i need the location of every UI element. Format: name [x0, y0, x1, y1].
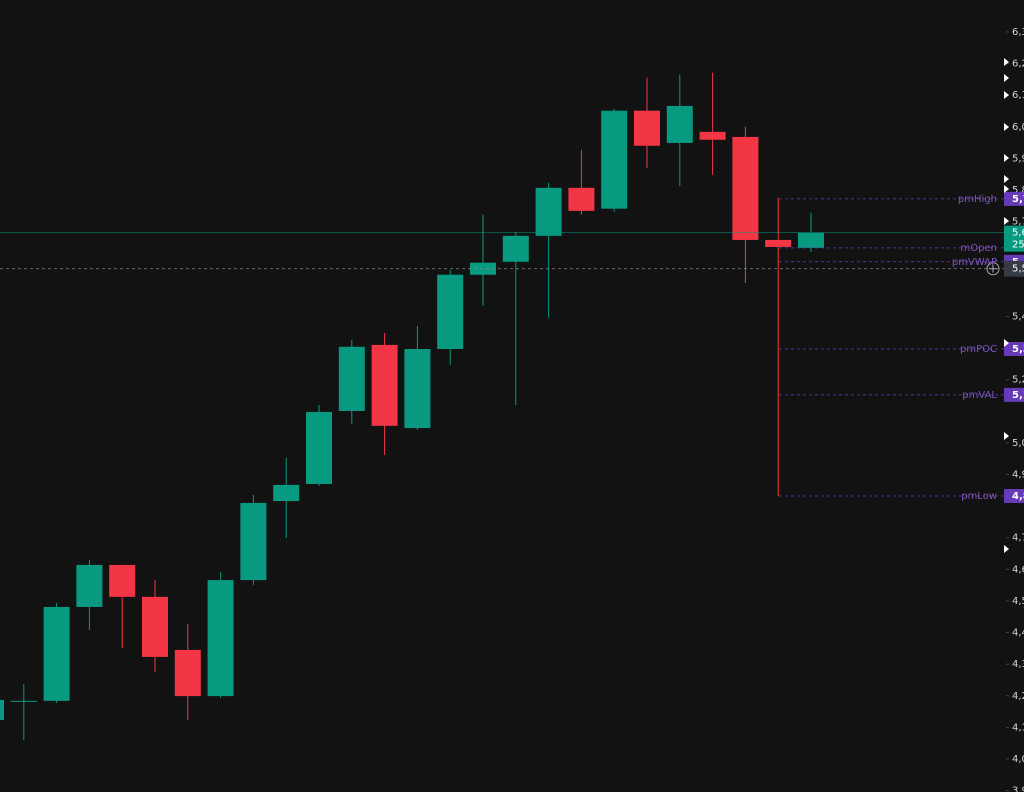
- level-label: 5,3: [1012, 344, 1024, 355]
- level-label: 5,1: [1012, 390, 1024, 401]
- crosshair-label: 5,5: [1012, 264, 1024, 275]
- y-tick-label: 4,4: [1012, 628, 1024, 639]
- candle-body: [568, 187, 595, 211]
- level-name: pmHigh: [958, 194, 997, 205]
- alert-marker: [1004, 91, 1009, 99]
- candle-body: [43, 606, 70, 701]
- alert-marker: [1004, 339, 1009, 347]
- alert-marker: [1004, 217, 1009, 225]
- alert-marker: [1004, 74, 1009, 82]
- y-tick-label: 4,2: [1012, 691, 1024, 702]
- level-name: mOpen: [961, 243, 997, 254]
- candle-body: [437, 274, 464, 350]
- y-tick-label: 4,0: [1012, 754, 1024, 765]
- level-label: 5,7: [1012, 194, 1024, 205]
- level-box: [1004, 191, 1024, 206]
- candle-body: [732, 136, 759, 240]
- level-box: [1004, 489, 1024, 504]
- price-label: 5,6: [1012, 228, 1024, 239]
- alert-marker: [1004, 545, 1009, 553]
- y-tick-label: 6,1: [1012, 90, 1024, 101]
- candle-body: [207, 580, 234, 697]
- y-tick-label: 4,7: [1012, 533, 1024, 544]
- candle-body: [273, 484, 300, 502]
- alert-marker: [1004, 123, 1009, 131]
- crosshair-icon: [986, 262, 1000, 276]
- candle-body: [601, 110, 628, 209]
- y-tick-label: 4,9: [1012, 470, 1024, 481]
- level-box: [1004, 387, 1024, 402]
- y-tick-label: 5,4: [1012, 311, 1024, 322]
- y-tick-label: 5,8: [1012, 185, 1024, 196]
- alert-marker: [1004, 58, 1009, 66]
- candle-body: [634, 110, 660, 146]
- y-tick-label: 5,2: [1012, 375, 1024, 386]
- candle-body: [535, 187, 562, 236]
- y-tick-label: 4,5: [1012, 596, 1024, 607]
- level-name: pmVWAP: [952, 257, 997, 268]
- crosshair-box: [1004, 260, 1024, 277]
- candle-body: [371, 344, 398, 426]
- candle-body: [142, 596, 168, 657]
- alert-marker: [1004, 432, 1009, 440]
- level-name: pmPOC: [960, 344, 997, 355]
- y-tick-label: 5,7: [1012, 217, 1024, 228]
- y-tick-label: 5,9: [1012, 153, 1024, 164]
- level-name: pmVAL: [962, 390, 997, 401]
- candle-body: [338, 346, 365, 411]
- level-name: pmLow: [961, 491, 997, 502]
- y-tick-label: 6,2: [1012, 59, 1024, 70]
- candle-body: [765, 239, 792, 247]
- candle-body: [76, 564, 103, 607]
- alert-marker: [1004, 175, 1009, 183]
- candle-body: [174, 649, 201, 697]
- y-tick-label: 4,3: [1012, 659, 1024, 670]
- y-tick-label: 4,1: [1012, 722, 1024, 733]
- level-label: 4,8: [1012, 491, 1024, 502]
- alert-marker: [1004, 185, 1009, 193]
- price-box: [1004, 225, 1024, 252]
- candle-body: [699, 131, 726, 140]
- candle-body: [109, 564, 136, 597]
- candle-body: [0, 699, 4, 721]
- candle-body: [798, 232, 824, 248]
- candle-body: [240, 502, 267, 581]
- candle-body: [502, 235, 529, 262]
- crosshair-icon-plus: [989, 264, 997, 273]
- y-tick-label: 4,6: [1012, 564, 1024, 575]
- y-tick-label: 5,0: [1012, 438, 1024, 449]
- candle-body: [666, 105, 693, 143]
- candle-body: [10, 700, 37, 702]
- y-tick-label: 6,0: [1012, 122, 1024, 133]
- candle-body: [306, 411, 332, 484]
- countdown: 25:: [1012, 240, 1024, 251]
- y-tick-label: 3,9: [1012, 786, 1024, 792]
- level-box: [1004, 342, 1024, 357]
- alert-marker: [1004, 154, 1009, 162]
- plot: 6,36,26,16,05,95,85,75,45,25,04,94,74,64…: [0, 27, 1024, 792]
- candle-body: [404, 349, 431, 429]
- y-tick-label: 6,3: [1012, 27, 1024, 38]
